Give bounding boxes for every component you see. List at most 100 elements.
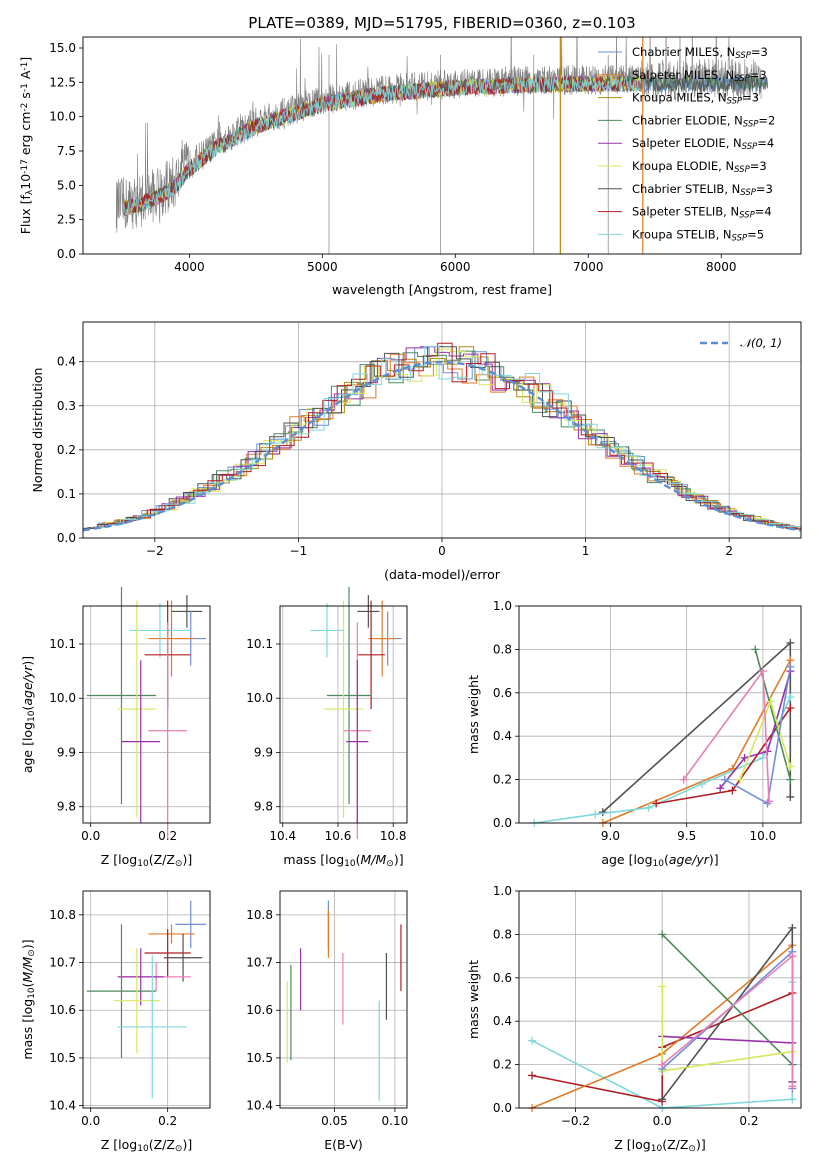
legend-entry: Kroupa ELODIE, NSSP=3 xyxy=(632,159,767,175)
x-tick-label: 1 xyxy=(582,544,590,558)
weight-vs-age-x-axis-label: age [log10(age/yr)] xyxy=(601,852,718,869)
weight-marker xyxy=(786,638,795,647)
hist-plot-area xyxy=(83,342,801,532)
y-tick-label: 0.0 xyxy=(493,1101,512,1115)
legend-entry: Salpeter ELODIE, NSSP=4 xyxy=(632,136,774,152)
y-tick-label: 10.0 xyxy=(246,691,273,705)
y-tick-label: 10.7 xyxy=(49,956,76,970)
weight-marker xyxy=(788,923,797,932)
weight-marker xyxy=(788,952,797,961)
weight-marker xyxy=(598,808,607,817)
residual-y-axis-label: Normed distribution xyxy=(30,368,45,493)
x-tick-label: 10.4 xyxy=(269,829,296,843)
y-tick-label: 15.0 xyxy=(49,41,76,55)
x-tick-label: 6000 xyxy=(440,260,471,274)
weight-vs-Z-axes-frame xyxy=(518,890,802,1109)
weight-marker xyxy=(764,797,773,806)
mass-vs-ebv-x-axis-label: E(B-V) xyxy=(324,1137,363,1152)
weight-marker xyxy=(786,693,795,702)
weight-vs-Z-x-axis-label: Z [log10(Z/Z⊙)] xyxy=(614,1137,705,1154)
x-tick-label: 9.5 xyxy=(677,829,696,843)
y-tick-label: 10.7 xyxy=(246,956,273,970)
age-vs-mass-panel: 10.4 10.6 10.8 9.8 9.9 10.0 10.1 mass [log10(M/… xyxy=(246,587,408,869)
legend-entry: Kroupa STELIB, NSSP=5 xyxy=(632,227,764,243)
x-tick-label: 10.0 xyxy=(750,829,777,843)
y-tick-label: 10.5 xyxy=(246,1051,273,1065)
weight-line-chabrier-elodie xyxy=(661,933,793,1066)
weight-marker xyxy=(528,1036,537,1045)
legend-entry: 𝒩(0, 1) xyxy=(740,336,782,350)
age-vs-mass-axes-frame xyxy=(279,605,408,824)
y-tick-label: 10.4 xyxy=(246,1099,273,1113)
model-spectrum-kroupa-stelib xyxy=(122,75,642,217)
weight-marker xyxy=(658,1060,667,1069)
weight-marker xyxy=(528,1071,537,1080)
mass-vs-Z-y-axis-label: mass [log10(M/M⊙)] xyxy=(20,939,37,1059)
model-spectrum-salpeter-stelib xyxy=(122,75,642,217)
weight-marker xyxy=(591,810,600,819)
x-tick-label: 7000 xyxy=(573,260,604,274)
spectrum-panel: 4000 5000 6000 7000 8000 0.0 2.5 5.0 7.5 10.0 12.5… xyxy=(18,14,802,297)
weight-marker xyxy=(679,775,688,784)
x-tick-label: 5000 xyxy=(307,260,338,274)
x-tick-label: −1 xyxy=(290,544,308,558)
weight-marker xyxy=(644,803,653,812)
y-tick-label: 0.0 xyxy=(57,247,76,261)
age-vs-Z-panel: 0.0 0.29.89.910.010.1Z [log10(Z/Z⊙)]age [… xyxy=(20,587,211,869)
x-tick-label: 0.2 xyxy=(158,1114,177,1128)
histogram-kroupa-elodie xyxy=(91,348,801,529)
age-vs-Z-axes-frame xyxy=(82,605,211,824)
weight-marker xyxy=(652,799,661,808)
weight-marker xyxy=(758,667,767,676)
y-tick-label: 0.4 xyxy=(493,729,512,743)
mass-vs-ebv-panel: 0.05 0.10 10.4 10.5 10.6 10.7 10.8 E(B-V) xyxy=(246,890,409,1152)
mass-vs-Z-x-axis-label: Z [log10(Z/Z⊙)] xyxy=(101,1137,192,1154)
normal-curve xyxy=(83,360,801,532)
residual-axes-frame xyxy=(82,321,802,539)
weight-marker xyxy=(658,930,667,939)
weight-line-salpeter-elodie xyxy=(719,670,792,789)
spectrum-y-axis-label: Flux [fλ10-17 erg cm-2 s-1 A-1] xyxy=(18,57,35,235)
weight-marker xyxy=(786,775,795,784)
y-tick-label: 0.0 xyxy=(493,816,512,830)
x-tick-label: 0.10 xyxy=(382,1114,409,1128)
weight-line-salpeter-miles xyxy=(602,659,792,824)
mass-vs-Z-panel: 0.0 0.2 10.4 10.5 10.6 10.7 10.8 Z [log10(Z/Z⊙)… xyxy=(20,890,211,1154)
x-tick-label: 0.2 xyxy=(739,1114,758,1128)
spectrum-axes-frame xyxy=(82,36,802,255)
y-tick-label: 10.1 xyxy=(49,637,76,651)
weight-marker xyxy=(728,786,737,795)
age-vs-Z-y-axis-label: age [log10(age/yr)] xyxy=(20,656,37,773)
x-tick-label: 8000 xyxy=(706,260,737,274)
weight-marker xyxy=(758,753,767,762)
weight-marker xyxy=(786,703,795,712)
y-tick-label: 10.8 xyxy=(49,908,76,922)
y-tick-label: 0.4 xyxy=(57,355,76,369)
weight-marker xyxy=(658,1095,667,1104)
y-tick-label: 1.0 xyxy=(493,599,512,613)
age-vs-mass-x-axis-label: mass [log10(M/M⊙)] xyxy=(283,852,403,869)
x-tick-label: 9.0 xyxy=(601,829,620,843)
weight-marker xyxy=(716,784,725,793)
x-tick-label: 0.0 xyxy=(81,829,100,843)
y-tick-label: 0.8 xyxy=(493,927,512,941)
weight-vs-age-y-axis-label: mass weight xyxy=(466,675,481,754)
y-tick-label: 10.0 xyxy=(49,110,76,124)
y-tick-label: 9.8 xyxy=(57,800,76,814)
y-tick-label: 9.9 xyxy=(254,745,273,759)
y-tick-label: 10.6 xyxy=(49,1003,76,1017)
x-tick-label: −0.2 xyxy=(561,1114,590,1128)
weight-marker xyxy=(786,762,795,771)
y-tick-label: 0.0 xyxy=(57,531,76,545)
x-tick-label: 10.6 xyxy=(325,829,352,843)
x-tick-label: −2 xyxy=(146,544,164,558)
y-tick-label: 5.0 xyxy=(57,178,76,192)
y-tick-label: 0.2 xyxy=(57,443,76,457)
y-tick-label: 10.8 xyxy=(246,908,273,922)
residual-panel: −2 −1 0 1 2 0.0 0.1 0.2 0.3 0.4 (data-model)/error… xyxy=(30,321,802,582)
y-tick-label: 10.1 xyxy=(246,637,273,651)
y-tick-label: 0.2 xyxy=(493,773,512,787)
y-tick-label: 0.8 xyxy=(493,642,512,656)
weight-vs-Z-panel: −0.2 0.0 0.2 0.0 0.2 0.4 0.6 0.8 1.0 Z [log10(Z/Z… xyxy=(466,884,802,1154)
